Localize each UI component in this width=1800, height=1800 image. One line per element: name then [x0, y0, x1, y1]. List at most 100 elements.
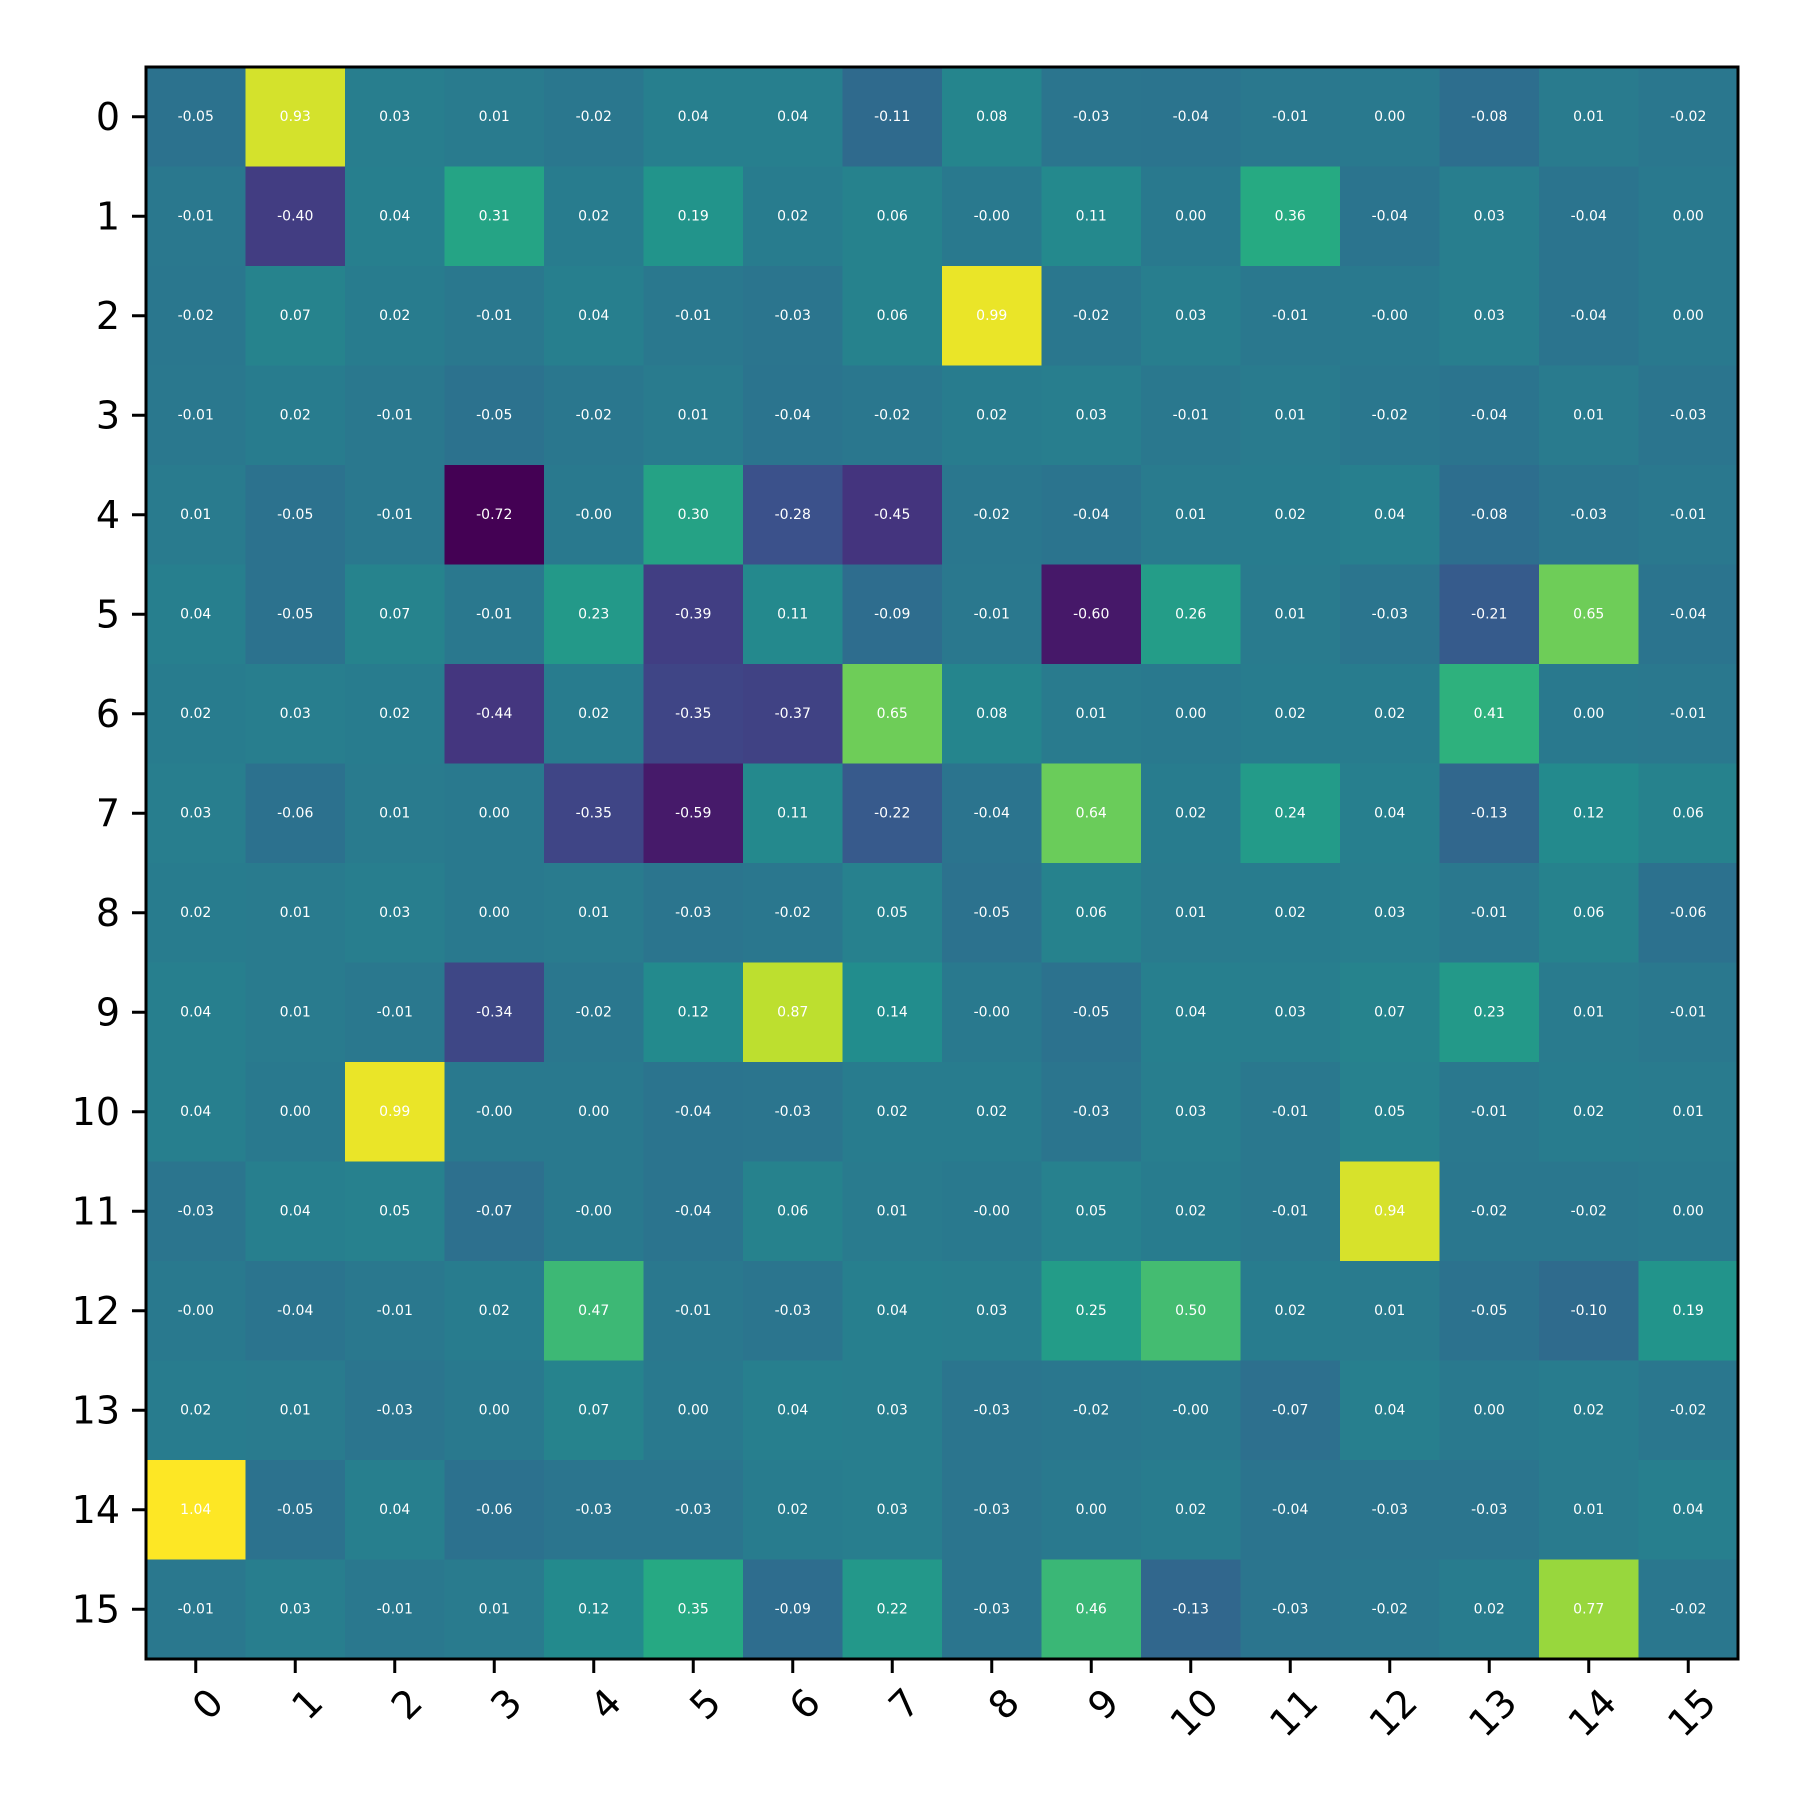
- heatmap-cell-r9-c4: [544, 962, 644, 1063]
- heatmap-cell-r5-c2: [345, 564, 445, 665]
- cell-value-label-r9-c4: -0.02: [576, 1004, 612, 1020]
- heatmap-cell-r14-c7: [842, 1460, 943, 1560]
- cell-value-label-r12-c7: 0.04: [877, 1303, 908, 1319]
- cell-value-label-r0-c13: -0.08: [1471, 109, 1507, 125]
- heatmap-cell-r5-c3: [444, 564, 545, 665]
- heatmap-cell-r5-c8: [942, 564, 1042, 665]
- cell-value-label-r5-c5: -0.39: [675, 606, 711, 622]
- cell-value-label-r0-c4: -0.02: [576, 109, 612, 125]
- heatmap-cell-r2-c13: [1439, 266, 1540, 366]
- heatmap-cell-r8-c5: [643, 863, 744, 963]
- cell-value-label-r12-c13: -0.05: [1471, 1303, 1507, 1319]
- cell-value-label-r3-c4: -0.02: [576, 407, 612, 423]
- cell-value-label-r3-c7: -0.02: [874, 407, 910, 423]
- heatmap-cell-r12-c9: [1041, 1261, 1142, 1361]
- heatmap-cell-r4-c3: [444, 465, 545, 565]
- cell-value-label-r5-c0: 0.04: [180, 606, 211, 622]
- cell-value-label-r3-c14: 0.01: [1573, 407, 1604, 423]
- y-tick-label-6: 6: [96, 692, 120, 736]
- heatmap-cell-r3-c8: [942, 365, 1042, 466]
- cell-value-label-r8-c15: -0.06: [1670, 905, 1706, 921]
- cell-value-label-r11-c0: -0.03: [178, 1203, 214, 1219]
- heatmap-cell-r6-c15: [1638, 664, 1739, 764]
- cell-value-label-r12-c4: 0.47: [578, 1303, 609, 1319]
- y-tick-label-13: 13: [72, 1388, 120, 1432]
- cell-value-label-r7-c1: -0.06: [277, 805, 313, 821]
- heatmap-cell-r7-c12: [1340, 763, 1440, 864]
- cell-value-label-r12-c1: -0.04: [277, 1303, 313, 1319]
- heatmap-cell-r0-c7: [842, 67, 943, 167]
- heatmap-cell-r13-c15: [1638, 1360, 1739, 1461]
- heatmap-cell-r3-c11: [1240, 365, 1341, 466]
- cell-value-label-r4-c4: -0.00: [576, 507, 612, 523]
- cell-value-label-r14-c0: 1.04: [180, 1502, 211, 1518]
- heatmap-cell-r13-c14: [1539, 1360, 1639, 1461]
- heatmap-cell-r9-c11: [1240, 962, 1341, 1063]
- heatmap-cell-r5-c15: [1638, 564, 1739, 665]
- cell-value-label-r0-c11: -0.01: [1272, 109, 1308, 125]
- heatmap-cell-r4-c2: [345, 465, 445, 565]
- heatmap-cell-r0-c8: [942, 67, 1042, 167]
- cell-value-label-r10-c13: -0.01: [1471, 1104, 1507, 1120]
- heatmap-cell-r3-c1: [245, 365, 346, 466]
- cell-value-label-r8-c0: 0.02: [180, 905, 211, 921]
- heatmap-cell-r8-c11: [1240, 863, 1341, 963]
- cell-value-label-r4-c3: -0.72: [476, 507, 512, 523]
- cell-value-label-r3-c2: -0.01: [377, 407, 413, 423]
- cell-value-label-r4-c10: 0.01: [1175, 507, 1206, 523]
- heatmap-cell-r10-c11: [1240, 1062, 1341, 1162]
- cell-value-label-r3-c1: 0.02: [280, 407, 311, 423]
- heatmap-cell-r13-c1: [245, 1360, 346, 1461]
- heatmap-cell-r7-c6: [743, 763, 843, 864]
- cell-value-label-r11-c1: 0.04: [280, 1203, 311, 1219]
- cell-value-label-r0-c3: 0.01: [479, 109, 510, 125]
- heatmap-cell-r5-c14: [1539, 564, 1639, 665]
- heatmap-cell-r3-c0: [146, 365, 246, 466]
- cell-value-label-r6-c1: 0.03: [280, 706, 311, 722]
- cell-value-label-r2-c10: 0.03: [1175, 308, 1206, 324]
- y-tick-label-12: 12: [72, 1289, 120, 1333]
- heatmap-cell-r6-c9: [1041, 664, 1142, 764]
- heatmap-cell-r6-c2: [345, 664, 445, 764]
- heatmap-cell-r2-c12: [1340, 266, 1440, 366]
- cell-value-label-r9-c9: -0.05: [1073, 1004, 1109, 1020]
- heatmap-cell-r5-c12: [1340, 564, 1440, 665]
- heatmap-cell-r9-c12: [1340, 962, 1440, 1063]
- cell-value-label-r13-c14: 0.02: [1573, 1402, 1604, 1418]
- heatmap-cell-r2-c9: [1041, 266, 1142, 366]
- heatmap-cell-r4-c8: [942, 465, 1042, 565]
- cell-value-label-r11-c14: -0.02: [1571, 1203, 1607, 1219]
- heatmap-cell-r8-c6: [743, 863, 843, 963]
- heatmap-cell-r8-c3: [444, 863, 545, 963]
- heatmap-cell-r2-c14: [1539, 266, 1639, 366]
- heatmap-cell-r12-c0: [146, 1261, 246, 1361]
- y-tick-label-7: 7: [96, 791, 120, 835]
- heatmap-cell-r6-c4: [544, 664, 644, 764]
- heatmap-cell-r15-c0: [146, 1559, 246, 1660]
- heatmap-cell-r9-c9: [1041, 962, 1142, 1063]
- cell-value-label-r2-c12: -0.00: [1372, 308, 1408, 324]
- cell-value-label-r3-c15: -0.03: [1670, 407, 1706, 423]
- heatmap-cell-r0-c3: [444, 67, 545, 167]
- heatmap-cell-r0-c4: [544, 67, 644, 167]
- cell-value-label-r6-c2: 0.02: [379, 706, 410, 722]
- heatmap-cell-r9-c14: [1539, 962, 1639, 1063]
- cell-value-label-r15-c1: 0.03: [280, 1601, 311, 1617]
- cell-value-label-r15-c9: 0.46: [1076, 1601, 1107, 1617]
- heatmap-cell-r1-c15: [1638, 166, 1739, 267]
- cell-value-label-r4-c13: -0.08: [1471, 507, 1507, 523]
- heatmap-cell-r9-c0: [146, 962, 246, 1063]
- cell-value-label-r2-c9: -0.02: [1073, 308, 1109, 324]
- heatmap-cell-r8-c1: [245, 863, 346, 963]
- heatmap-cell-r2-c8: [942, 266, 1042, 366]
- heatmap-cell-r7-c7: [842, 763, 943, 864]
- heatmap-cell-r7-c10: [1141, 763, 1241, 864]
- heatmap-cell-r4-c10: [1141, 465, 1241, 565]
- cell-value-label-r7-c10: 0.02: [1175, 805, 1206, 821]
- heatmap-cell-r10-c14: [1539, 1062, 1639, 1162]
- heatmap-cell-r13-c3: [444, 1360, 545, 1461]
- cell-value-label-r1-c5: 0.19: [678, 208, 709, 224]
- cell-value-label-r8-c10: 0.01: [1175, 905, 1206, 921]
- heatmap-cell-r7-c4: [544, 763, 644, 864]
- heatmap-cell-r13-c13: [1439, 1360, 1540, 1461]
